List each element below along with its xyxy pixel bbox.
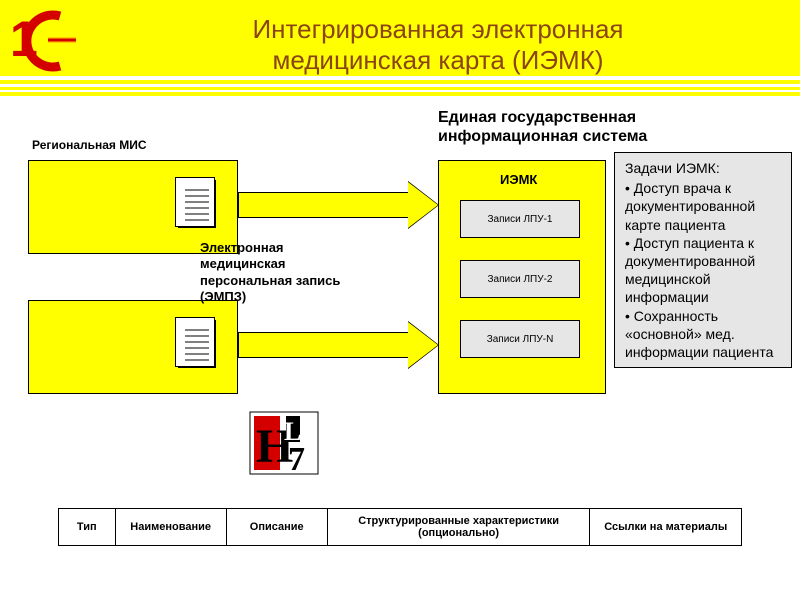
- tasks-panel: Задачи ИЭМК: • Доступ врача к документир…: [614, 152, 792, 368]
- empz-l1: Электронная: [200, 240, 284, 255]
- empz-l4: (ЭМПЗ): [200, 289, 246, 304]
- empz-label: Электронная медицинская персональная зап…: [200, 240, 380, 305]
- col-struct-l1: Структурированные характеристики: [358, 515, 559, 527]
- col-name: Наименование: [115, 509, 226, 546]
- record-1-text: Записи ЛПУ-1: [488, 214, 553, 225]
- egis-label: Единая государственная информационная си…: [438, 108, 647, 146]
- hl7-logo-icon: H L 7: [248, 410, 320, 476]
- iemk-label: ИЭМК: [500, 172, 537, 187]
- flow-arrow-2: [238, 322, 438, 368]
- characteristics-table: Тип Наименование Описание Структурирован…: [58, 508, 742, 546]
- empz-l2: медицинская: [200, 256, 285, 271]
- record-lpu-2: Записи ЛПУ-2: [460, 260, 580, 298]
- egis-l1: Единая государственная: [438, 109, 636, 126]
- title-line1: Интегрированная электронная: [252, 14, 623, 44]
- col-struct: Структурированные характеристики (опцион…: [327, 509, 590, 546]
- tasks-bullet-3: • Сохранность «основной» мед. информации…: [625, 307, 781, 362]
- tasks-bullet-1: • Доступ врача к документированной карте…: [625, 179, 781, 234]
- regional-mis-label: Региональная МИС: [32, 138, 147, 152]
- flow-arrow-1: [238, 182, 438, 228]
- col-desc: Описание: [226, 509, 327, 546]
- col-struct-l2: (опционально): [418, 527, 499, 539]
- title-line2: медицинская карта (ИЭМК): [272, 45, 603, 75]
- document-icon: [178, 320, 216, 368]
- egis-l2: информационная система: [438, 128, 647, 145]
- col-refs: Ссылки на материалы: [590, 509, 742, 546]
- svg-text:7: 7: [288, 441, 305, 476]
- empz-l3: персональная запись: [200, 273, 340, 288]
- page-title: Интегрированная электронная медицинская …: [118, 14, 758, 76]
- tasks-bullet-2: • Доступ пациента к документированной ме…: [625, 234, 781, 307]
- record-2-text: Записи ЛПУ-2: [488, 274, 553, 285]
- record-3-text: Записи ЛПУ-N: [487, 334, 554, 345]
- logo-1c: 1: [8, 6, 82, 76]
- tasks-heading: Задачи ИЭМК:: [625, 159, 781, 177]
- record-lpu-n: Записи ЛПУ-N: [460, 320, 580, 358]
- record-lpu-1: Записи ЛПУ-1: [460, 200, 580, 238]
- document-icon: [178, 180, 216, 228]
- table-row: Тип Наименование Описание Структурирован…: [59, 509, 742, 546]
- col-type: Тип: [59, 509, 116, 546]
